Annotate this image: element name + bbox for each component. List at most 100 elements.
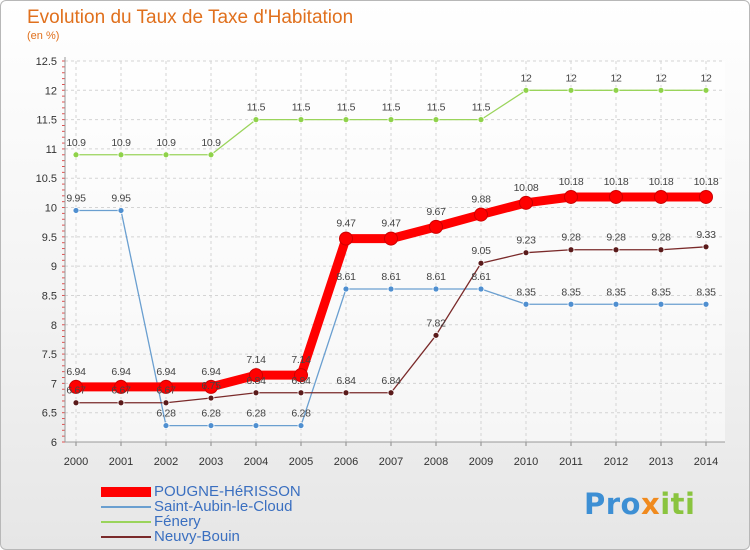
data-point — [702, 243, 710, 251]
data-point — [522, 86, 530, 94]
data-point — [117, 207, 125, 214]
data-point — [474, 207, 488, 222]
brand-logo: Proxiti — [584, 487, 696, 521]
data-label: 6.94 — [66, 366, 86, 378]
y-tick-label: 8.5 — [42, 290, 57, 302]
data-label: 6.94 — [201, 366, 221, 378]
data-point — [612, 86, 620, 94]
data-label: 8.35 — [696, 286, 716, 298]
x-tick-label: 2002 — [154, 456, 178, 468]
legend-label: Saint-Aubin-le-Cloud — [154, 498, 293, 515]
legend-label: POUGNE-HéRISSON — [154, 483, 301, 500]
data-label: 9.47 — [381, 218, 401, 230]
y-tick-label: 6.5 — [42, 408, 57, 420]
data-point — [477, 285, 485, 293]
data-point — [252, 422, 260, 429]
data-label: 12 — [565, 72, 577, 84]
data-point — [567, 300, 575, 308]
legend: POUGNE-HéRISSON Saint-Aubin-le-Cloud Fén… — [101, 483, 361, 545]
y-tick-label: 8 — [51, 320, 57, 332]
data-point — [432, 285, 440, 293]
data-point — [564, 189, 578, 204]
data-label: 6.84 — [291, 375, 311, 387]
legend-item: POUGNE-HéRISSON — [101, 483, 361, 500]
data-label: 6.67 — [111, 385, 131, 397]
data-point — [657, 300, 665, 308]
data-point — [162, 422, 170, 429]
data-label: 6.84 — [246, 375, 266, 387]
data-label: 9.33 — [696, 229, 716, 241]
data-point — [252, 116, 260, 124]
data-point — [249, 368, 263, 383]
data-label: 6.28 — [246, 408, 266, 420]
data-label: 6.28 — [156, 408, 176, 420]
data-label: 8.61 — [381, 271, 401, 283]
data-label: 11.5 — [427, 102, 446, 114]
x-tick-label: 2003 — [199, 456, 223, 468]
data-point — [387, 389, 395, 397]
y-tick-label: 9.5 — [42, 232, 57, 244]
data-label: 8.35 — [651, 286, 671, 298]
legend-swatch — [101, 536, 151, 538]
data-point — [567, 86, 575, 94]
data-point — [69, 379, 83, 394]
data-label: 9.28 — [651, 232, 671, 244]
data-label: 11.5 — [472, 102, 491, 114]
data-label: 8.61 — [336, 271, 356, 283]
data-label: 6.75 — [201, 380, 221, 392]
unit-label: (en %) — [27, 30, 60, 42]
legend-swatch — [101, 521, 151, 523]
y-tick-label: 12 — [45, 85, 57, 97]
chart-title: Evolution du Taux de Taxe d'Habitation — [27, 7, 354, 28]
y-tick-label: 7 — [51, 378, 57, 390]
data-label: 10.08 — [514, 182, 539, 194]
data-label: 11.5 — [292, 102, 311, 114]
data-point — [342, 389, 350, 397]
data-point — [699, 189, 713, 204]
data-label: 12 — [610, 72, 622, 84]
data-label: 6.28 — [291, 408, 311, 420]
data-point — [522, 249, 530, 257]
data-label: 9.88 — [471, 194, 491, 206]
data-point — [477, 259, 485, 267]
data-point — [609, 189, 623, 204]
data-point — [207, 394, 215, 402]
data-label: 10.9 — [111, 137, 131, 149]
data-point — [612, 246, 620, 254]
data-label: 8.61 — [471, 271, 491, 283]
data-label: 12 — [520, 72, 532, 84]
data-label: 7.14 — [291, 354, 311, 366]
data-point — [387, 285, 395, 293]
data-point — [702, 86, 710, 94]
data-point — [654, 189, 668, 204]
data-label: 9.67 — [426, 206, 446, 218]
data-label: 10.18 — [559, 176, 584, 188]
data-point — [702, 300, 710, 308]
data-label: 11.5 — [382, 102, 401, 114]
data-label: 6.84 — [336, 375, 356, 387]
y-tick-label: 10 — [45, 203, 57, 215]
x-tick-label: 2012 — [604, 456, 628, 468]
data-point — [567, 246, 575, 254]
data-label: 8.35 — [606, 286, 626, 298]
data-point — [387, 116, 395, 124]
data-point — [297, 389, 305, 397]
legend-label: Neuvy-Bouin — [154, 528, 240, 545]
data-point — [162, 151, 170, 159]
data-point — [72, 207, 80, 214]
data-point — [339, 231, 353, 246]
data-point — [114, 379, 128, 394]
data-point — [429, 219, 443, 234]
data-label: 9.47 — [336, 218, 356, 230]
data-label: 10.9 — [201, 137, 221, 149]
data-point — [384, 231, 398, 246]
legend-item: Saint-Aubin-le-Cloud — [101, 498, 361, 515]
data-label: 6.67 — [66, 385, 86, 397]
data-point — [162, 399, 170, 407]
legend-item: Neuvy-Bouin — [101, 528, 361, 545]
data-point — [297, 116, 305, 124]
data-point — [519, 195, 533, 210]
data-label: 12 — [700, 72, 712, 84]
data-label: 12 — [655, 72, 667, 84]
